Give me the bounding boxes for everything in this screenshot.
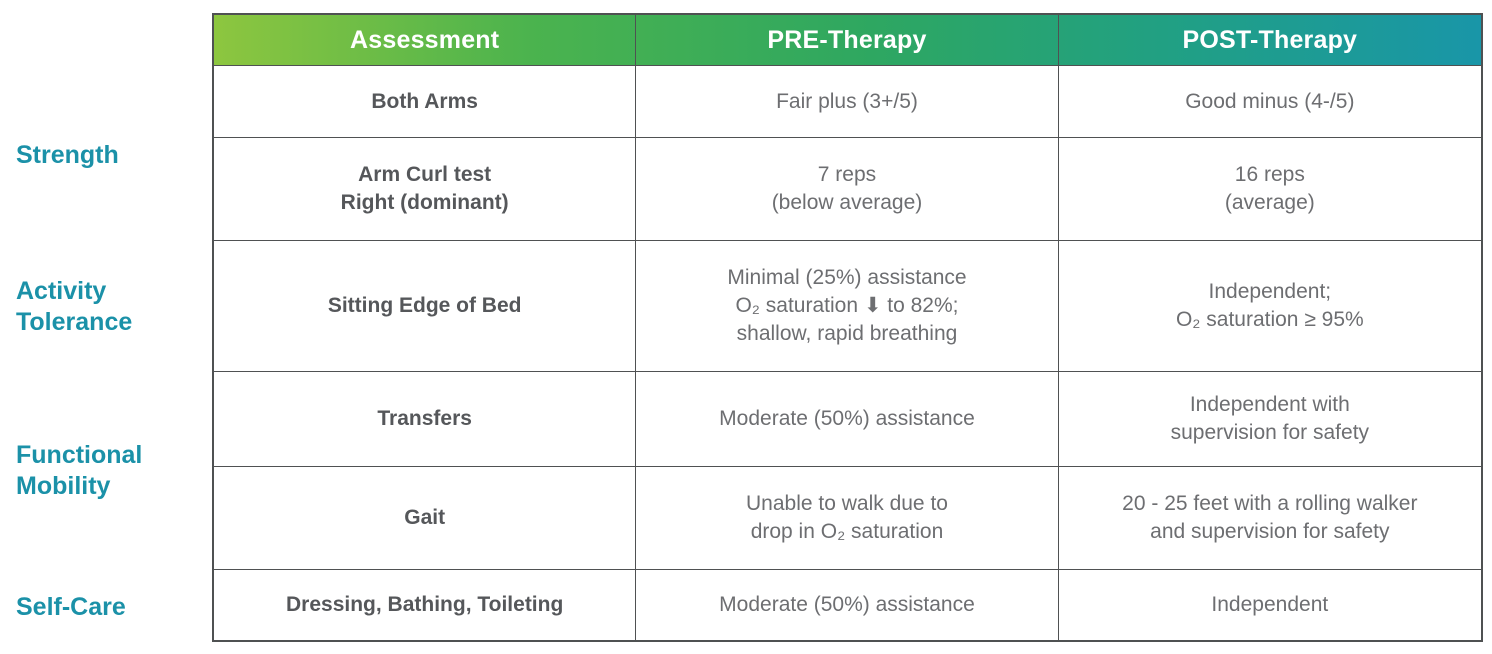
category-label-self-care: Self-Care — [16, 593, 126, 621]
assessment-cell: Transfers — [214, 371, 637, 466]
assessment-cell: Dressing, Bathing, Toileting — [214, 569, 637, 640]
post-therapy-cell: Independent — [1058, 569, 1481, 640]
table-row: Dressing, Bathing, Toileting Moderate (5… — [214, 569, 1481, 640]
table-header-row: Assessment PRE-Therapy POST-Therapy — [214, 15, 1481, 65]
header-cell-assessment: Assessment — [214, 15, 637, 65]
assessment-cell: Arm Curl test Right (dominant) — [214, 137, 637, 240]
post-therapy-cell: 20 - 25 feet with a rolling walker and s… — [1058, 466, 1481, 569]
table-row: Both Arms Fair plus (3+/5) Good minus (4… — [214, 65, 1481, 137]
category-label-strength: Strength — [16, 141, 119, 169]
assessment-cell: Gait — [214, 466, 637, 569]
header-cell-pre-therapy: PRE-Therapy — [636, 15, 1059, 65]
pre-therapy-cell: Moderate (50%) assistance — [636, 569, 1059, 640]
table-row: Arm Curl test Right (dominant) 7 reps (b… — [214, 137, 1481, 240]
header-cell-post-therapy: POST-Therapy — [1182, 25, 1358, 54]
assessment-cell: Both Arms — [214, 65, 637, 137]
post-therapy-cell: 16 reps (average) — [1058, 137, 1481, 240]
category-label-activity-tolerance: Activity Tolerance — [16, 277, 133, 336]
assessment-table: Assessment PRE-Therapy POST-Therapy Both… — [212, 13, 1483, 642]
table-row: Gait Unable to walk due to drop in O₂ sa… — [214, 466, 1481, 569]
table-row: Sitting Edge of Bed Minimal (25%) assist… — [214, 240, 1481, 371]
post-therapy-cell: Independent with supervision for safety — [1058, 371, 1481, 466]
post-therapy-cell: Good minus (4-/5) — [1058, 65, 1481, 137]
pre-therapy-cell: Moderate (50%) assistance — [636, 371, 1059, 466]
pre-therapy-cell: Unable to walk due to drop in O₂ saturat… — [636, 466, 1059, 569]
category-label-functional-mobility: Functional Mobility — [16, 441, 143, 500]
table-row: Transfers Moderate (50%) assistance Inde… — [214, 371, 1481, 466]
post-therapy-cell: Independent; O₂ saturation ≥ 95% — [1058, 240, 1481, 371]
pre-therapy-cell: Minimal (25%) assistance O₂ saturation ⬇… — [636, 240, 1059, 371]
pre-therapy-cell: Fair plus (3+/5) — [636, 65, 1059, 137]
pre-therapy-cell: 7 reps (below average) — [636, 137, 1059, 240]
assessment-cell: Sitting Edge of Bed — [214, 240, 637, 371]
